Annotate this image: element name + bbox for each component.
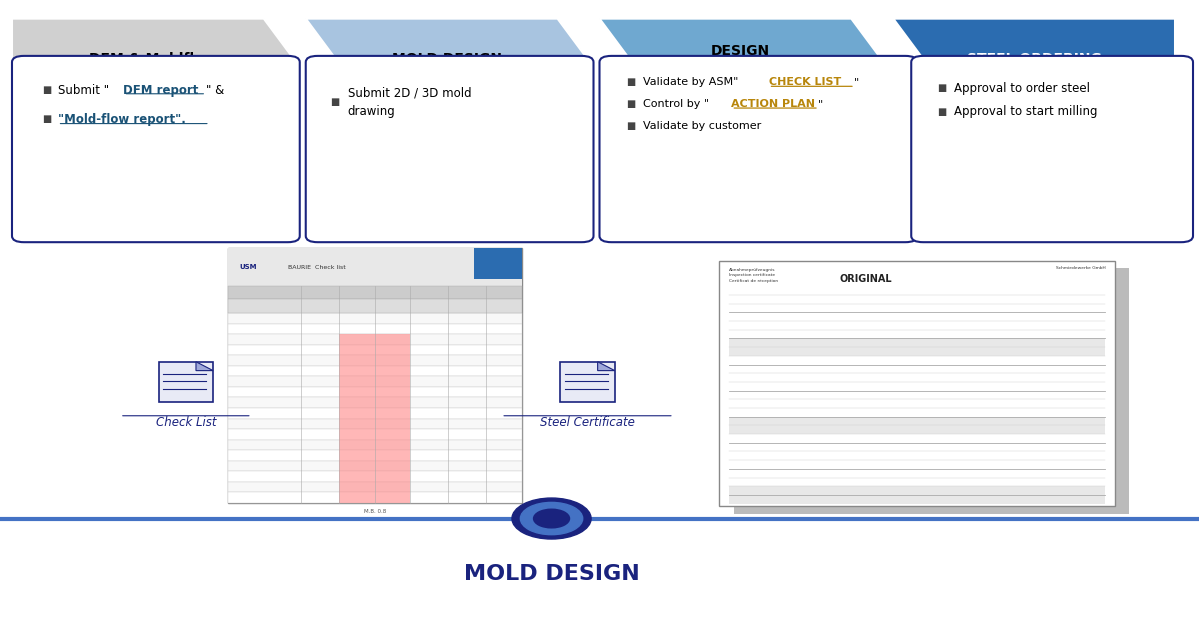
Text: ": " xyxy=(818,99,823,109)
Polygon shape xyxy=(12,19,294,99)
Text: ■: ■ xyxy=(330,97,339,107)
Polygon shape xyxy=(597,361,615,371)
Text: ■: ■ xyxy=(42,85,52,95)
Bar xyxy=(339,376,410,387)
Bar xyxy=(734,268,1129,514)
Bar xyxy=(339,450,410,461)
FancyBboxPatch shape xyxy=(600,56,917,242)
Bar xyxy=(339,440,410,450)
Text: Check List: Check List xyxy=(156,416,216,428)
Text: ■: ■ xyxy=(626,99,635,109)
Polygon shape xyxy=(893,19,1175,99)
Bar xyxy=(729,486,1105,495)
Bar xyxy=(228,355,522,366)
Bar xyxy=(729,417,1105,425)
Bar xyxy=(228,313,522,324)
Polygon shape xyxy=(195,361,213,371)
Bar xyxy=(729,347,1105,356)
FancyBboxPatch shape xyxy=(158,361,213,402)
Bar xyxy=(729,495,1105,504)
Text: ■: ■ xyxy=(626,77,635,87)
Text: ■: ■ xyxy=(938,107,947,117)
Bar xyxy=(339,387,410,397)
Bar xyxy=(228,387,522,397)
Bar xyxy=(228,299,522,313)
Bar xyxy=(339,397,410,408)
Circle shape xyxy=(520,502,583,535)
Text: DFM & Moldflow: DFM & Moldflow xyxy=(89,52,217,66)
Bar xyxy=(339,419,410,429)
Bar xyxy=(228,482,522,492)
Circle shape xyxy=(534,509,570,528)
Text: ORIGINAL: ORIGINAL xyxy=(839,274,892,284)
Bar xyxy=(729,338,1105,347)
Bar xyxy=(228,334,522,345)
Polygon shape xyxy=(306,19,588,99)
Text: " &: " & xyxy=(206,84,224,96)
Bar xyxy=(228,450,522,461)
Bar xyxy=(339,334,410,345)
Bar xyxy=(228,286,522,299)
Circle shape xyxy=(512,498,591,539)
FancyBboxPatch shape xyxy=(911,56,1193,242)
Text: M.B. 0.8: M.B. 0.8 xyxy=(363,509,386,514)
Text: DFM report: DFM report xyxy=(123,84,199,96)
Text: ": " xyxy=(854,77,858,87)
Text: Submit 2D / 3D mold
drawing: Submit 2D / 3D mold drawing xyxy=(348,86,471,119)
FancyBboxPatch shape xyxy=(306,56,594,242)
FancyBboxPatch shape xyxy=(12,56,300,242)
Text: STEEL ORDERING: STEEL ORDERING xyxy=(966,52,1102,66)
Bar xyxy=(228,471,522,482)
Text: Validate by customer: Validate by customer xyxy=(643,121,761,131)
Polygon shape xyxy=(600,19,881,99)
Bar xyxy=(228,397,522,408)
Text: USM: USM xyxy=(240,264,258,270)
Text: ■: ■ xyxy=(626,121,635,131)
Text: "Mold-flow report".: "Mold-flow report". xyxy=(58,113,186,125)
Bar xyxy=(339,471,410,482)
FancyBboxPatch shape xyxy=(228,248,522,503)
Bar xyxy=(729,425,1105,434)
Text: MOLD DESIGN: MOLD DESIGN xyxy=(464,564,639,584)
Text: Abnahmeprüfzeugnis
Inspection certificate
Certificat de réception: Abnahmeprüfzeugnis Inspection certificat… xyxy=(729,268,778,283)
Bar xyxy=(228,376,522,387)
Text: Steel Certificate: Steel Certificate xyxy=(540,416,635,428)
Bar xyxy=(339,408,410,419)
Text: Schmiedewerke GmbH: Schmiedewerke GmbH xyxy=(1056,266,1105,270)
Text: ■: ■ xyxy=(938,83,947,93)
Text: Validate by ASM": Validate by ASM" xyxy=(643,77,739,87)
Bar xyxy=(228,440,522,450)
Bar xyxy=(339,429,410,440)
Text: Approval to start milling: Approval to start milling xyxy=(954,106,1098,118)
Bar xyxy=(339,355,410,366)
Bar xyxy=(474,248,522,279)
Bar xyxy=(339,492,410,503)
Text: DESIGN
VALIDATION: DESIGN VALIDATION xyxy=(693,44,788,74)
Bar xyxy=(228,366,522,376)
Text: Approval to order steel: Approval to order steel xyxy=(954,82,1090,94)
Bar xyxy=(228,248,522,286)
Text: Submit ": Submit " xyxy=(58,84,109,96)
Bar xyxy=(339,482,410,492)
Bar xyxy=(228,419,522,429)
Bar xyxy=(339,366,410,376)
Bar xyxy=(228,408,522,419)
Text: BAURIE  Check list: BAURIE Check list xyxy=(288,265,345,270)
Bar xyxy=(228,429,522,440)
Bar xyxy=(228,324,522,334)
Text: ■: ■ xyxy=(42,114,52,124)
Text: MOLD DESIGN: MOLD DESIGN xyxy=(392,52,501,66)
Text: Control by ": Control by " xyxy=(643,99,709,109)
FancyBboxPatch shape xyxy=(719,261,1115,506)
Bar xyxy=(228,345,522,355)
Text: CHECK LIST: CHECK LIST xyxy=(769,77,840,87)
Bar xyxy=(228,461,522,471)
Bar xyxy=(228,492,522,503)
FancyBboxPatch shape xyxy=(560,361,615,402)
Text: ACTION PLAN: ACTION PLAN xyxy=(731,99,815,109)
Bar xyxy=(339,345,410,355)
Bar xyxy=(339,461,410,471)
